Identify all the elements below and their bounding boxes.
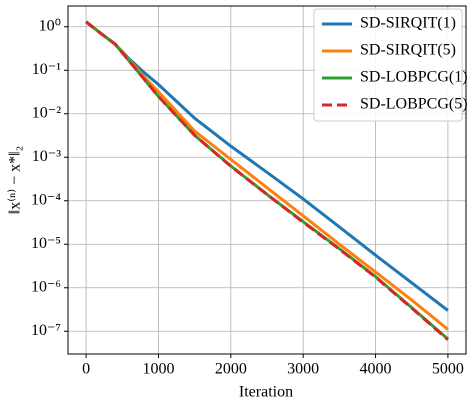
legend-box	[313, 8, 463, 122]
x-tick-label: 2000	[215, 361, 247, 378]
x-tick-label: 3000	[287, 361, 319, 378]
y-tick-label: 10⁻³	[32, 148, 61, 165]
x-axis-label: Iteration	[239, 384, 293, 401]
series-line	[85, 20, 449, 341]
legend-label: SD-LOBPCG(5)	[360, 96, 468, 113]
y-tick-label: 10⁰	[39, 17, 61, 34]
plot-frame	[67, 5, 467, 355]
y-tick-label: 10⁻²	[32, 104, 61, 121]
y-tick-label: 10⁻⁷	[31, 322, 61, 339]
x-tick-label: 1000	[142, 361, 174, 378]
legend-label: SD-LOBPCG(1)	[360, 69, 468, 86]
legend-label: SD-SIRQIT(1)	[360, 15, 456, 32]
y-tick-label: 10⁻⁴	[31, 191, 61, 208]
y-tick-label: 10⁻⁵	[31, 235, 61, 252]
x-tick-label: 5000	[432, 361, 464, 378]
y-tick-label: 10⁻⁶	[31, 278, 61, 295]
legend: SD-SIRQIT(1) SD-SIRQIT(5) SD-LOBPCG(1) SD-L…	[313, 8, 468, 122]
y-axis-label: ‖x⁽ⁿ⁾ − x*‖₂	[7, 146, 24, 214]
y-tick-label: 10⁻¹	[32, 61, 61, 78]
x-tick-label: 4000	[360, 361, 392, 378]
x-tick-label: 0	[82, 361, 90, 378]
legend-label: SD-SIRQIT(5)	[360, 42, 456, 59]
